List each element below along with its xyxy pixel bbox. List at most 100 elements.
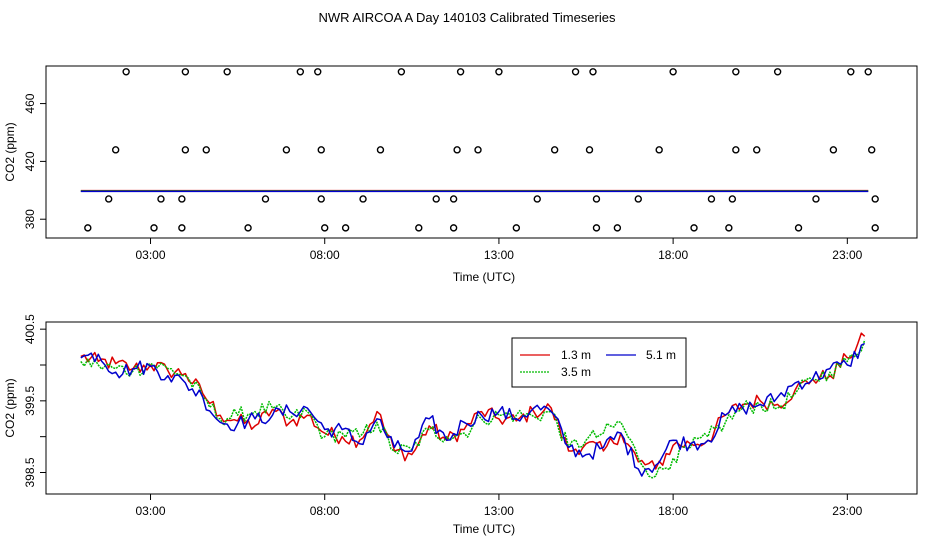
panel2-frame xyxy=(45,321,918,495)
panel2-y-label: CO2 (ppm) xyxy=(3,378,17,437)
scatter-point xyxy=(613,224,622,232)
series-line-3-5-m xyxy=(80,339,866,479)
scatter-point xyxy=(732,146,740,154)
panel1-x-label: Time (UTC) xyxy=(453,270,515,284)
scatter-point xyxy=(512,224,521,232)
scatter-point xyxy=(453,146,461,154)
scatter-point xyxy=(585,146,594,154)
scatter-point xyxy=(592,224,601,232)
scatter-point xyxy=(178,224,186,232)
legend-label-3-5m: 3.5 m xyxy=(561,365,591,379)
panel1-points xyxy=(84,68,879,232)
x-tick-label: 03:00 xyxy=(136,248,166,262)
y-tick-label: 399.5 xyxy=(23,385,37,415)
panel1-series-lines xyxy=(80,189,869,193)
scatter-point xyxy=(474,146,482,154)
scatter-point xyxy=(432,195,440,203)
scatter-point xyxy=(773,68,782,76)
panel1-x-axis: 03:00 08:00 13:00 18:00 23:00 xyxy=(136,238,863,262)
scatter-point xyxy=(359,195,367,203)
scatter-point xyxy=(449,195,458,203)
scatter-point xyxy=(150,224,158,232)
figure-title: NWR AIRCOA A Day 140103 Calibrated Times… xyxy=(319,10,616,25)
y-tick-label: 420 xyxy=(23,151,37,171)
scatter-point xyxy=(753,146,761,154)
scatter-point xyxy=(592,195,601,203)
scatter-point xyxy=(244,224,252,232)
scatter-point xyxy=(105,195,113,203)
x-tick-label: 03:00 xyxy=(136,504,166,518)
scatter-point xyxy=(178,195,186,203)
legend: 1.3 m 5.1 m 3.5 m xyxy=(511,337,687,388)
scatter-point xyxy=(812,195,820,203)
panel2-y-axis: 398.5 399.5 400.5 xyxy=(23,314,46,488)
panel2-x-label: Time (UTC) xyxy=(453,522,515,536)
legend-box xyxy=(511,337,687,388)
x-tick-label: 23:00 xyxy=(832,248,862,262)
scatter-point xyxy=(690,224,698,232)
scatter-point xyxy=(449,224,458,232)
scatter-point xyxy=(456,68,465,76)
x-tick-label: 18:00 xyxy=(658,248,688,262)
scatter-point xyxy=(864,68,872,76)
scatter-point xyxy=(317,195,325,203)
scatter-point xyxy=(571,68,580,76)
scatter-point xyxy=(282,146,291,154)
scatter-point xyxy=(317,146,325,154)
series-line-5-1-m xyxy=(80,342,866,477)
scatter-point xyxy=(589,68,597,76)
scatter-point xyxy=(157,195,165,203)
scatter-point xyxy=(868,146,876,154)
scatter-point xyxy=(376,146,385,154)
scatter-point xyxy=(728,195,737,203)
scatter-point xyxy=(122,68,130,76)
scatter-point xyxy=(732,68,740,76)
scatter-point xyxy=(181,146,190,154)
scatter-point xyxy=(533,195,541,203)
x-tick-label: 18:00 xyxy=(658,504,688,518)
y-tick-label: 380 xyxy=(23,209,37,229)
scatter-point xyxy=(223,68,231,76)
y-tick-label: 398.5 xyxy=(23,457,37,487)
scatter-point xyxy=(707,195,716,203)
scatter-point xyxy=(495,68,503,76)
scatter-point xyxy=(871,224,879,232)
series-line-1-3-m xyxy=(80,332,866,470)
scatter-point xyxy=(725,224,733,232)
scatter-point xyxy=(871,195,879,203)
scatter-point xyxy=(261,195,270,203)
scatter-point xyxy=(202,146,210,154)
x-tick-label: 23:00 xyxy=(832,504,862,518)
scatter-point xyxy=(655,146,663,154)
x-tick-label: 08:00 xyxy=(310,504,340,518)
panel1-y-axis: 380 420 460 xyxy=(23,93,46,229)
scatter-point xyxy=(296,68,305,76)
panel1-frame xyxy=(45,65,918,239)
scatter-point xyxy=(84,224,92,232)
scatter-point xyxy=(181,68,190,76)
y-tick-label: 400.5 xyxy=(23,314,37,344)
scatter-point xyxy=(321,224,329,232)
y-tick-label: 460 xyxy=(23,93,37,113)
scatter-point xyxy=(415,224,423,232)
scatter-point xyxy=(634,195,642,203)
x-tick-label: 13:00 xyxy=(484,248,514,262)
scatter-point xyxy=(829,146,838,154)
co2-timeseries-panel: 03:00 08:00 13:00 18:00 23:00 398.5 399.5 400.… xyxy=(3,314,918,536)
panel2-x-axis: 03:00 08:00 13:00 18:00 23:00 xyxy=(136,494,863,518)
scatter-point xyxy=(397,68,406,76)
scatter-point xyxy=(341,224,350,232)
scatter-point xyxy=(314,68,322,76)
scatter-point xyxy=(111,146,120,154)
scatter-point xyxy=(847,68,855,76)
legend-label-5-1m: 5.1 m xyxy=(646,348,676,362)
scatter-point xyxy=(550,146,559,154)
x-tick-label: 08:00 xyxy=(310,248,340,262)
scatter-point xyxy=(669,68,677,76)
panel2-series-lines xyxy=(80,332,866,479)
legend-label-1-3m: 1.3 m xyxy=(561,348,591,362)
panel1-y-label: CO2 (ppm) xyxy=(3,122,17,181)
x-tick-label: 13:00 xyxy=(484,504,514,518)
scatter-point xyxy=(794,224,803,232)
